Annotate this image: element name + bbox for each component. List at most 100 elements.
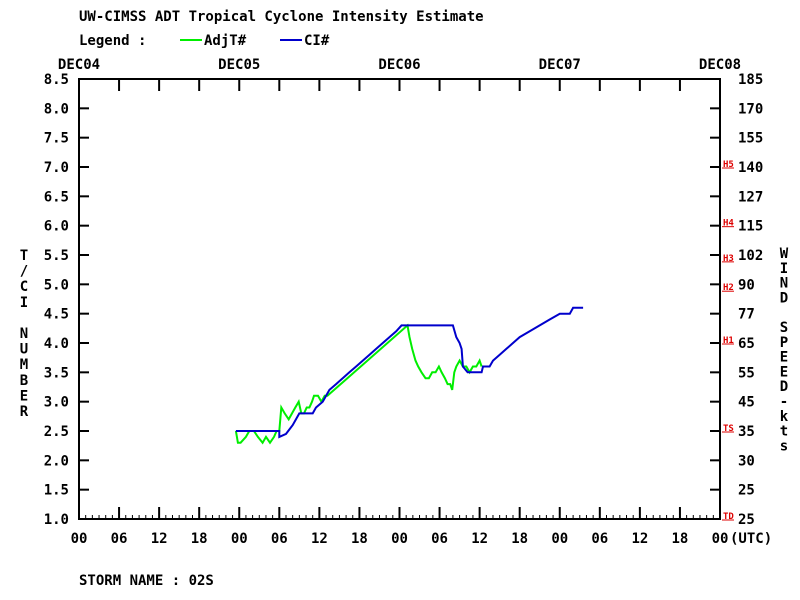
y-axis-right-label-char: D: [780, 290, 788, 306]
y-axis-right-label-char: -: [780, 394, 788, 410]
y-axis-left-label-char: T: [20, 248, 28, 264]
category-mark: H5: [723, 160, 734, 170]
y-tick-label: 6.5: [44, 189, 69, 205]
x-tick-label: 12: [151, 531, 168, 547]
y-axis-right-label-char: P: [780, 335, 788, 351]
wind-tick-label: 25: [738, 483, 755, 499]
x-tick-label: 06: [271, 531, 288, 547]
y-tick-label: 3.0: [44, 395, 69, 411]
y-axis-left-label-char: E: [20, 388, 28, 404]
category-mark: H2: [723, 283, 734, 293]
x-tick-label: 00: [712, 531, 729, 547]
y-axis-left-label-char: /: [20, 264, 28, 280]
legend-entry-adjt: AdjT#: [204, 33, 247, 49]
wind-tick-label: 90: [738, 277, 755, 293]
y-axis-left-label-char: I: [20, 295, 28, 311]
category-mark: H4: [723, 219, 734, 229]
x-tick-label: 18: [672, 531, 689, 547]
y-tick-label: 2.5: [44, 424, 69, 440]
y-tick-label: 6.0: [44, 219, 69, 235]
legend-label: Legend :: [79, 33, 146, 49]
y-axis-right-label-char: E: [780, 364, 788, 380]
wind-tick-label: 115: [738, 219, 763, 235]
category-mark: H3: [723, 254, 734, 264]
x-tick-label: 00: [391, 531, 408, 547]
wind-tick-label: 185: [738, 72, 763, 88]
y-axis-left-label-char: U: [20, 342, 28, 358]
y-tick-label: 2.0: [44, 453, 69, 469]
y-tick-label: 1.5: [44, 483, 69, 499]
date-label: DEC07: [539, 57, 581, 73]
y-tick-label: 8.0: [44, 101, 69, 117]
y-axis-left-label-char: C: [20, 279, 28, 295]
wind-tick-label: 35: [738, 424, 755, 440]
date-labels: DEC04 DEC05 DEC06 DEC07 DEC08: [58, 57, 741, 73]
wind-tick-label: 77: [738, 307, 755, 323]
y-axis-right-label-char: N: [780, 276, 788, 292]
y-axis-left-label-char: B: [20, 373, 28, 389]
y-tick-label: 4.5: [44, 307, 69, 323]
legend-entry-ci: CI#: [304, 33, 330, 49]
storm-name: STORM NAME : 02S: [79, 573, 214, 589]
date-label: DEC05: [218, 57, 260, 73]
y-axis-right-label-char: I: [780, 261, 788, 277]
y-axis-right-label-char: s: [780, 438, 788, 454]
date-label: DEC04: [58, 57, 100, 73]
y-axis-right: 25 25 30 35 45 55 65 77 90 102 115 127 140 155 170 185: [710, 72, 763, 528]
chart-title: UW-CIMSS ADT Tropical Cyclone Intensity …: [79, 9, 484, 25]
x-tick-label: 06: [431, 531, 448, 547]
y-axis-right-label-char: k: [780, 409, 789, 425]
wind-tick-label: 65: [738, 336, 755, 352]
category-marks: TD TS H1 H2 H3 H4 H5: [722, 160, 734, 522]
x-axis: 00 06 12 18 00 06 12 18 00 06 12 18 00 06 12 18 00: [71, 79, 729, 547]
series-lines: [234, 306, 584, 445]
y-tick-label: 5.0: [44, 277, 69, 293]
y-axis-left-label-char: R: [20, 404, 29, 420]
wind-tick-label: 170: [738, 101, 763, 117]
x-tick-label: 06: [111, 531, 128, 547]
x-tick-label: 00: [551, 531, 568, 547]
y-tick-label: 1.0: [44, 512, 69, 528]
y-tick-label: 4.0: [44, 336, 69, 352]
y-axis-right-label-char: D: [780, 379, 788, 395]
x-tick-label: 18: [511, 531, 528, 547]
x-tick-label: 06: [591, 531, 608, 547]
category-mark: TD: [723, 512, 734, 522]
x-unit-label: (UTC): [730, 531, 772, 547]
y-axis-right-label-char: E: [780, 350, 788, 366]
plot-frame: [78, 78, 721, 520]
series-line-ci: [235, 306, 584, 439]
wind-tick-label: 55: [738, 365, 755, 381]
y-tick-label: 3.5: [44, 365, 69, 381]
y-tick-label: 5.5: [44, 248, 69, 264]
y-axis-right-label-char: S: [780, 320, 788, 336]
y-axis-left: 1.0 1.5 2.0 2.5 3.0 3.5 4.0 4.5 5.0 5.5 6.0 6.5 7.0 7…: [44, 72, 89, 528]
y-axis-left-label-char: N: [20, 326, 28, 342]
wind-tick-label: 30: [738, 453, 755, 469]
y-axis-left-label-char: M: [20, 357, 28, 373]
wind-tick-label: 140: [738, 160, 763, 176]
wind-tick-label: 45: [738, 395, 755, 411]
date-label: DEC08: [699, 57, 741, 73]
legend: Legend : AdjT# CI#: [79, 33, 330, 49]
wind-tick-label: 127: [738, 189, 763, 205]
category-mark: TS: [723, 424, 734, 434]
x-tick-label: 18: [191, 531, 208, 547]
wind-tick-label: 25: [738, 512, 755, 528]
x-tick-label: 12: [631, 531, 648, 547]
wind-tick-label: 102: [738, 248, 763, 264]
y-axis-right-label-char: t: [780, 424, 788, 440]
x-tick-label: 18: [351, 531, 368, 547]
x-tick-label: 12: [311, 531, 328, 547]
x-tick-label: 12: [471, 531, 488, 547]
x-tick-label: 00: [71, 531, 88, 547]
x-tick-label: 00: [231, 531, 248, 547]
y-axis-right-label-char: W: [780, 246, 789, 262]
category-mark: H1: [723, 336, 734, 346]
y-tick-label: 7.5: [44, 131, 69, 147]
y-tick-label: 8.5: [44, 72, 69, 88]
date-label: DEC06: [378, 57, 420, 73]
